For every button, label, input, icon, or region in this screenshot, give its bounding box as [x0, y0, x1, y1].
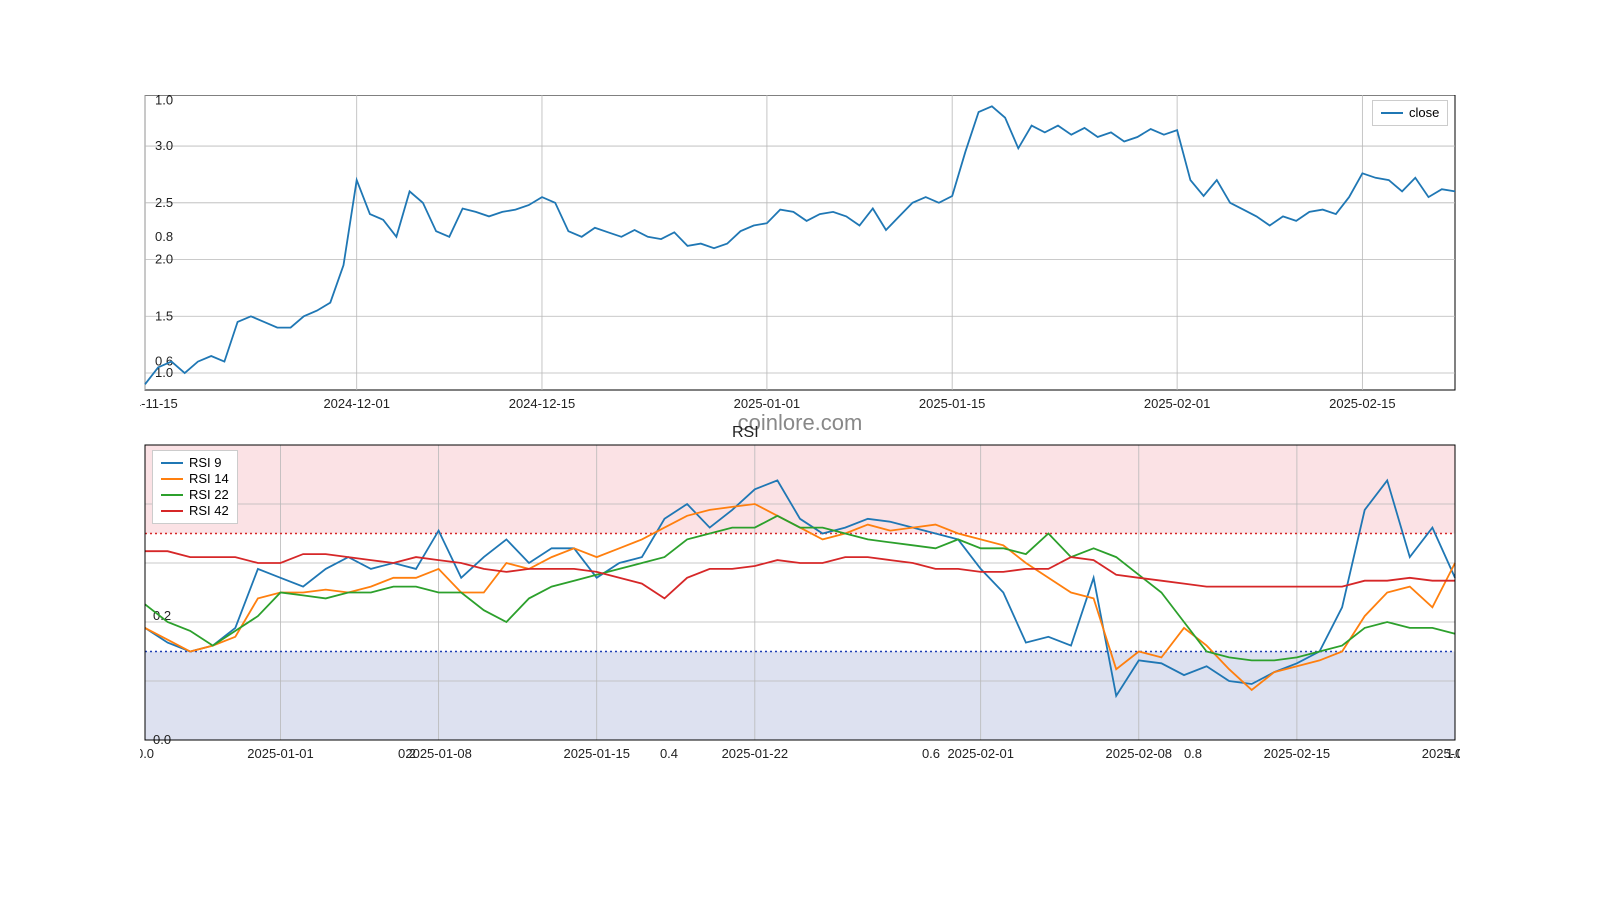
legend-label-close: close — [1409, 105, 1439, 121]
svg-text:3.0: 3.0 — [155, 138, 173, 153]
legend-swatch-close — [1381, 112, 1403, 114]
svg-text:2025-01-15: 2025-01-15 — [919, 396, 986, 411]
svg-text:2.5: 2.5 — [155, 195, 173, 210]
svg-text:2025-02-15: 2025-02-15 — [1329, 396, 1396, 411]
svg-text:0.6: 0.6 — [922, 746, 940, 761]
legend-label-rsi14: RSI 14 — [189, 471, 229, 487]
svg-text:2025-01-01: 2025-01-01 — [247, 746, 314, 761]
svg-text:0.2: 0.2 — [153, 608, 171, 623]
legend-item-close: close — [1381, 105, 1439, 121]
legend-swatch-rsi9 — [161, 462, 183, 464]
legend-swatch-rsi42 — [161, 510, 183, 512]
svg-text:0.8: 0.8 — [1184, 746, 1202, 761]
legend-item-rsi9: RSI 9 — [161, 455, 229, 471]
legend-top: close — [1372, 100, 1448, 126]
rsi-subplot-title: RSI — [732, 424, 759, 442]
svg-text:2024-11-15: 2024-11-15 — [140, 396, 178, 411]
legend-item-rsi14: RSI 14 — [161, 471, 229, 487]
legend-swatch-rsi22 — [161, 494, 183, 496]
svg-text:2025-01-22: 2025-01-22 — [722, 746, 789, 761]
svg-text:2025-02-15: 2025-02-15 — [1264, 746, 1331, 761]
svg-text:1.5: 1.5 — [155, 308, 173, 323]
svg-text:2025-01-15: 2025-01-15 — [563, 746, 630, 761]
legend-swatch-rsi14 — [161, 478, 183, 480]
legend-bottom: RSI 9 RSI 14 RSI 22 RSI 42 — [152, 450, 238, 524]
svg-text:2025-02-01: 2025-02-01 — [947, 746, 1014, 761]
svg-text:2025-02-08: 2025-02-08 — [1106, 746, 1173, 761]
chart-container: 1.01.52.02.53.01.03.02.50.82.01.50.61.02… — [140, 95, 1460, 775]
svg-text:1.0: 1.0 — [1446, 746, 1460, 761]
svg-text:0.0: 0.0 — [140, 746, 154, 761]
legend-label-rsi22: RSI 22 — [189, 487, 229, 503]
svg-text:0.8: 0.8 — [155, 229, 173, 244]
legend-label-rsi42: RSI 42 — [189, 503, 229, 519]
legend-item-rsi22: RSI 22 — [161, 487, 229, 503]
legend-item-rsi42: RSI 42 — [161, 503, 229, 519]
svg-text:1.0: 1.0 — [155, 95, 173, 108]
svg-text:0.2: 0.2 — [398, 746, 416, 761]
svg-text:2.0: 2.0 — [155, 252, 173, 267]
svg-text:2024-12-01: 2024-12-01 — [323, 396, 390, 411]
legend-label-rsi9: RSI 9 — [189, 455, 222, 471]
svg-text:2025-02-01: 2025-02-01 — [1144, 396, 1211, 411]
chart-svg: 1.01.52.02.53.01.03.02.50.82.01.50.61.02… — [140, 95, 1460, 775]
svg-text:0.4: 0.4 — [660, 746, 678, 761]
svg-text:2025-01-01: 2025-01-01 — [734, 396, 801, 411]
svg-text:2024-12-15: 2024-12-15 — [509, 396, 576, 411]
